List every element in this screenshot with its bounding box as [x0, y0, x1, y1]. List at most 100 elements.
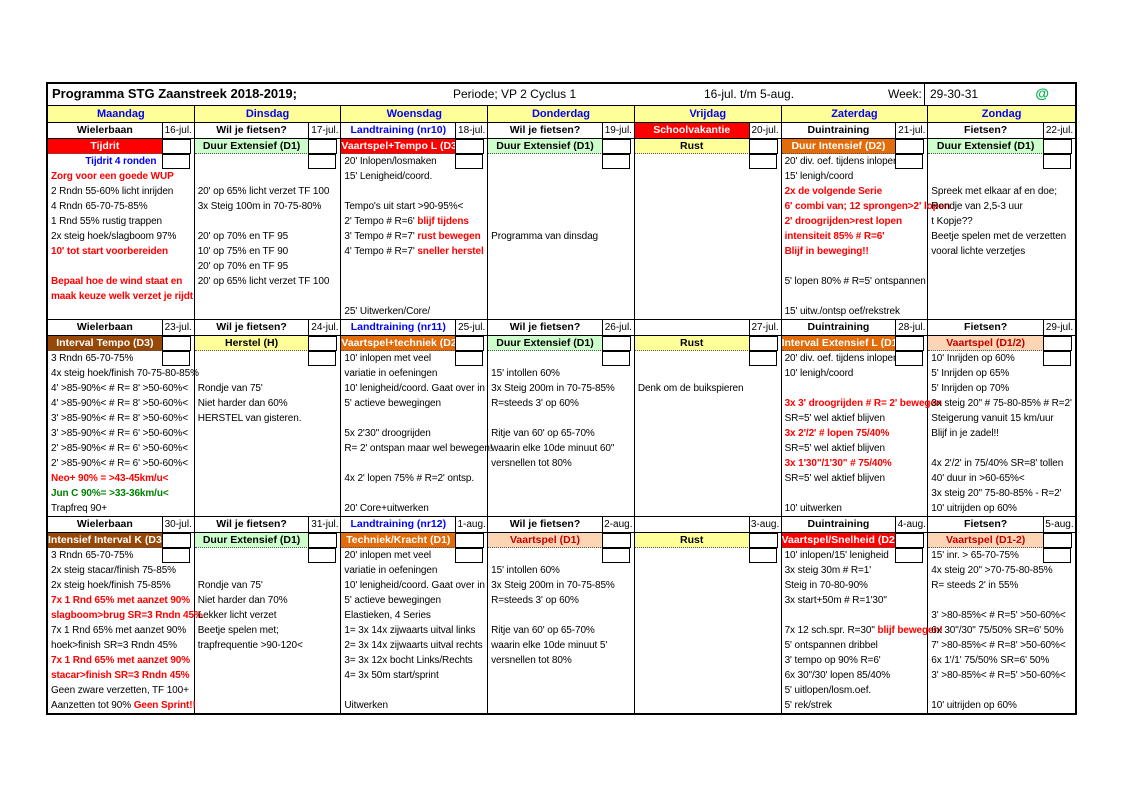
schedule-line: [635, 486, 781, 501]
sheet-title-row: Programma STG Zaanstreek 2018-2019; Peri…: [48, 84, 1075, 106]
day-column-dinsdag: Wil je fietsen? 31-jul. Duur Extensief (D1…: [194, 517, 342, 713]
schedule-line: Steigerung vanuit 15 km/uur: [931, 413, 1054, 424]
schedule-line: 3x Steig 200m in 70-75-85%: [491, 580, 615, 591]
activity-row: Landtraining (nr11) 25-jul.: [341, 320, 488, 336]
schedule-line: Rondje van 75': [197, 383, 263, 394]
schedule-line: [341, 274, 487, 289]
schedule-line: [488, 214, 634, 229]
activity-cell: [635, 320, 750, 335]
day-column-donderdag: Wil je fietsen? 19-jul. Duur Extensief (D1…: [488, 123, 635, 319]
activity-row: Wil je fietsen? 2-aug.: [488, 517, 634, 533]
date-spacer: [161, 533, 194, 548]
schedule-line: Denk om de buikspieren: [637, 383, 744, 394]
schedule-line: [635, 608, 781, 623]
schedule-line: 25' Uitwerken/Core/: [344, 306, 431, 317]
schedule-line: Niet harder dan 60%: [197, 398, 288, 409]
line-segment: rust bewegen: [417, 231, 481, 242]
schedule-line: [928, 441, 1075, 456]
schedule-line: 2= 3x 14x zijwaarts uitval rechts: [344, 640, 483, 651]
schedule-line: [488, 698, 634, 713]
schedule-line: 2' >85-90%< # R= 6' >50-60%<: [51, 443, 188, 454]
schedule-line: [635, 274, 781, 289]
schedule-line: 3x steig 20" 75-80-85% - R=2': [931, 488, 1062, 499]
schedule-line: 5' actieve bewegingen: [344, 595, 441, 606]
date-range: 16-jul. t/m 5-aug.: [704, 87, 795, 101]
activity-cell: Landtraining (nr12): [341, 517, 457, 532]
activity-row: Wielerbaan 30-jul.: [48, 517, 194, 533]
schedule-line: 5x 2'30" droogrijden: [344, 428, 431, 439]
line-segment: 2' Tempo # R=6': [344, 216, 418, 227]
activity-cell: Wil je fietsen?: [488, 320, 603, 335]
schedule-line: Tijdrit 4 ronden: [85, 156, 157, 167]
session-type-cell: Intensief Interval K (D3): [48, 533, 163, 548]
date-cell: 23-jul.: [164, 322, 192, 333]
session-type-cell: Rust: [634, 336, 750, 351]
day-lines: Programma van dinsdag: [488, 154, 634, 319]
empty-cell-box: [895, 154, 924, 169]
activity-row: Duintraining 28-jul.: [781, 320, 928, 336]
session-row: Rust: [634, 533, 781, 548]
schedule-line: 5' lopen 80% # R=5' ontspannen: [784, 276, 926, 287]
day-lines: 15' intollen 60% 3x Steig 200m in 70-75-8…: [488, 351, 634, 516]
day-lines: 20' div. oef. tijdens inlopen 10' lenigh/…: [782, 351, 942, 516]
activity-row: Landtraining (nr10) 18-jul.: [341, 123, 488, 139]
schedule-line: [488, 184, 634, 199]
day-column-zondag: Fietsen? 22-jul. Duur Extensief (D1) Spree…: [928, 123, 1075, 319]
date-spacer: [748, 139, 781, 154]
schedule-line: 3x steig 30m # R=1': [784, 565, 872, 576]
date-cell: 3-aug.: [750, 519, 780, 530]
empty-cell-box: [1042, 154, 1071, 169]
date-spacer: [308, 533, 340, 548]
empty-cell-box: [748, 154, 777, 169]
day-lines: 10' Inrijden op 60% 5' Inrijden op 65% 5' …: [928, 351, 1075, 516]
date-cell: 18-jul.: [458, 125, 486, 136]
schedule-line: R=steeds 3' op 60%: [491, 595, 579, 606]
session-type-cell: Interval Tempo (D3): [48, 336, 163, 351]
date-spacer: [601, 139, 634, 154]
session-row: Vaartspel+Tempo L (D3): [341, 139, 487, 154]
schedule-line: [488, 169, 634, 184]
schedule-line: 3' >85-90%< # R= 6' >50-60%<: [51, 428, 188, 439]
schedule-line: 5' rek/strek: [784, 700, 832, 711]
schedule-line: 10' lenigh/coord: [784, 368, 854, 379]
day-header-vrijdag: Vrijdag: [634, 106, 782, 122]
schedule-line: [928, 304, 1075, 319]
schedule-line: 1= 3x 14x zijwaarts uitval links: [344, 625, 476, 636]
session-type-cell: Vaartspel (D1/2): [928, 336, 1044, 351]
schedule-line: [635, 304, 781, 319]
schedule-line: 2x steig hoek/slagboom 97%: [51, 231, 177, 242]
session-row: Techniek/Kracht (D1): [341, 533, 487, 548]
line-segment: 3' Tempo # R=7': [344, 231, 418, 242]
activity-cell: [635, 517, 750, 532]
empty-cell-box: [895, 336, 925, 351]
day-column-dinsdag: Wil je fietsen? 24-jul. Herstel (H) Rondje…: [194, 320, 342, 516]
schedule-line: Beetje spelen met de verzetten: [931, 231, 1067, 242]
schedule-line: 15' Lenigheid/coord.: [344, 171, 433, 182]
schedule-line: [195, 304, 341, 319]
session-row: Vaartspel (D1-2): [928, 533, 1075, 548]
schedule-line: [635, 289, 781, 304]
day-column-vrijdag: Schoolvakantie 20-jul. Rust: [634, 123, 782, 319]
empty-cell-box: [455, 336, 485, 351]
session-type-cell: Rust: [634, 139, 750, 154]
session-type-cell: Vaartspel (D1): [488, 533, 603, 548]
schedule-line: [635, 259, 781, 274]
date-spacer: [601, 336, 634, 351]
session-type-cell: Vaartspel (D1-2): [928, 533, 1044, 548]
schedule-line: 7x 1 Rnd 65% met aanzet 90%: [51, 595, 191, 606]
empty-cell-box: [895, 351, 924, 366]
schedule-line: 6x 1'/1' 75/50% SR=6' 50%: [931, 655, 1050, 666]
date-spacer: [161, 139, 194, 154]
schedule-line: 15' inr. > 65-70-75%: [931, 550, 1019, 561]
schedule-line: [635, 593, 781, 608]
session-type-cell: Duur Intensief (D2): [781, 139, 897, 154]
schedule-line: 2x steig hoek/finish 75-85%: [51, 580, 171, 591]
date-cell: 28-jul.: [898, 322, 926, 333]
schedule-line: [195, 563, 341, 578]
session-row: Rust: [634, 336, 781, 351]
session-type-cell: Duur Extensief (D1): [194, 139, 310, 154]
schedule-line: [782, 259, 928, 274]
day-column-woensdag: Landtraining (nr11) 25-jul. Vaartspel+tech…: [341, 320, 493, 516]
line-segment: sneller herstel: [417, 246, 484, 257]
empty-cell-box: [308, 548, 337, 563]
